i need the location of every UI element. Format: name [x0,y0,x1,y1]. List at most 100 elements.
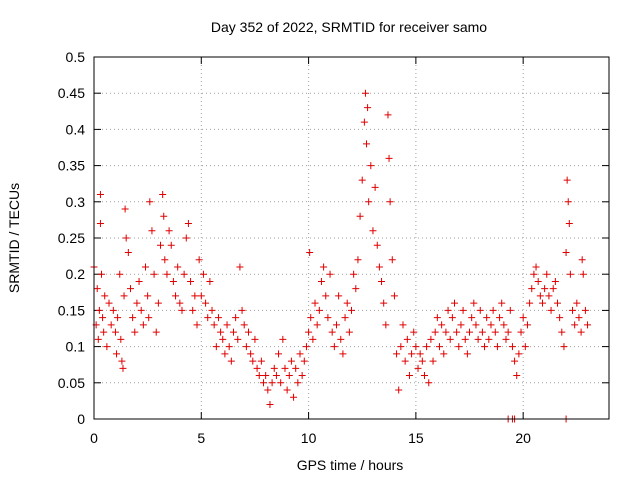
data-point [435,343,443,351]
data-point [523,321,531,329]
data-point [405,372,413,380]
data-point [260,379,268,387]
y-tick-label: 0 [77,411,85,427]
data-point [302,343,310,351]
y-tick-label: 0.1 [66,339,86,355]
data-point [206,277,214,285]
data-point [176,299,184,307]
data-point [491,328,499,336]
data-point [232,314,240,322]
data-point [558,328,566,336]
data-point [530,270,538,278]
data-point [111,328,119,336]
data-point [251,335,259,343]
data-point [444,306,452,314]
data-point [160,212,168,220]
x-tick-label: 15 [408,430,424,446]
data-point [560,343,568,351]
data-point [279,335,287,343]
data-point [283,386,291,394]
data-point [341,314,349,322]
data-point [545,292,553,300]
data-point [163,270,171,278]
chart-title: Day 352 of 2022, SRMTID for receiver sam… [211,19,487,35]
data-point [390,292,398,300]
data-point [395,386,403,394]
data-point [328,328,336,336]
data-point [165,227,173,235]
data-point [496,314,504,322]
data-point [221,350,229,358]
data-point [255,372,263,380]
data-point [292,364,300,372]
data-point [335,292,343,300]
data-point [99,314,107,322]
data-point [137,306,145,314]
data-point [167,241,175,249]
data-point [483,314,491,322]
data-point [98,270,106,278]
data-point [217,328,225,336]
data-point [223,321,231,329]
y-tick-label: 0.35 [58,158,85,174]
data-point [547,306,555,314]
data-point [262,372,270,380]
data-point [145,314,153,322]
data-point [584,321,592,329]
data-point [234,335,242,343]
data-point [124,248,132,256]
data-point [296,350,304,358]
data-point [440,350,448,358]
data-point [324,314,332,322]
data-point [478,328,486,336]
data-point [382,321,390,329]
data-points [90,89,592,423]
data-point [337,335,345,343]
data-point [565,220,573,228]
data-point [100,328,108,336]
data-point [236,263,244,271]
data-point [373,241,381,249]
tick-layer: 0 0.05 0.1 0.15 0.2 0.25 0.3 0.35 0.4 0.45 0.5 0 5 10… [58,49,609,446]
y-tick-label: 0.3 [66,194,86,210]
data-point [569,306,577,314]
data-point [320,263,328,271]
data-point [300,357,308,365]
data-point [412,343,420,351]
data-point [107,321,115,329]
data-point [418,357,426,365]
data-point [103,343,111,351]
data-point [577,328,585,336]
data-point [109,306,117,314]
data-point [388,256,396,264]
data-point [354,256,362,264]
data-point [348,306,355,314]
data-point [238,306,246,314]
data-point [566,270,574,278]
data-point [135,277,143,285]
data-point [364,104,372,112]
x-tick-label: 10 [301,430,317,446]
data-point [114,314,122,322]
data-point [180,270,188,278]
data-point [313,321,321,329]
data-point [399,321,407,329]
data-point [178,306,186,314]
data-point [129,314,137,322]
data-point [174,263,182,271]
data-point [541,285,549,293]
data-point [332,321,340,329]
data-point [294,379,302,387]
data-point [144,292,152,300]
data-point [420,372,428,380]
data-point [423,343,431,351]
data-point [365,198,373,206]
data-point [133,299,141,307]
data-point [152,328,160,336]
data-point [187,277,195,285]
data-point [393,350,401,358]
data-point [208,306,216,314]
data-point [457,321,465,329]
data-point [564,198,572,206]
data-point [356,212,364,220]
